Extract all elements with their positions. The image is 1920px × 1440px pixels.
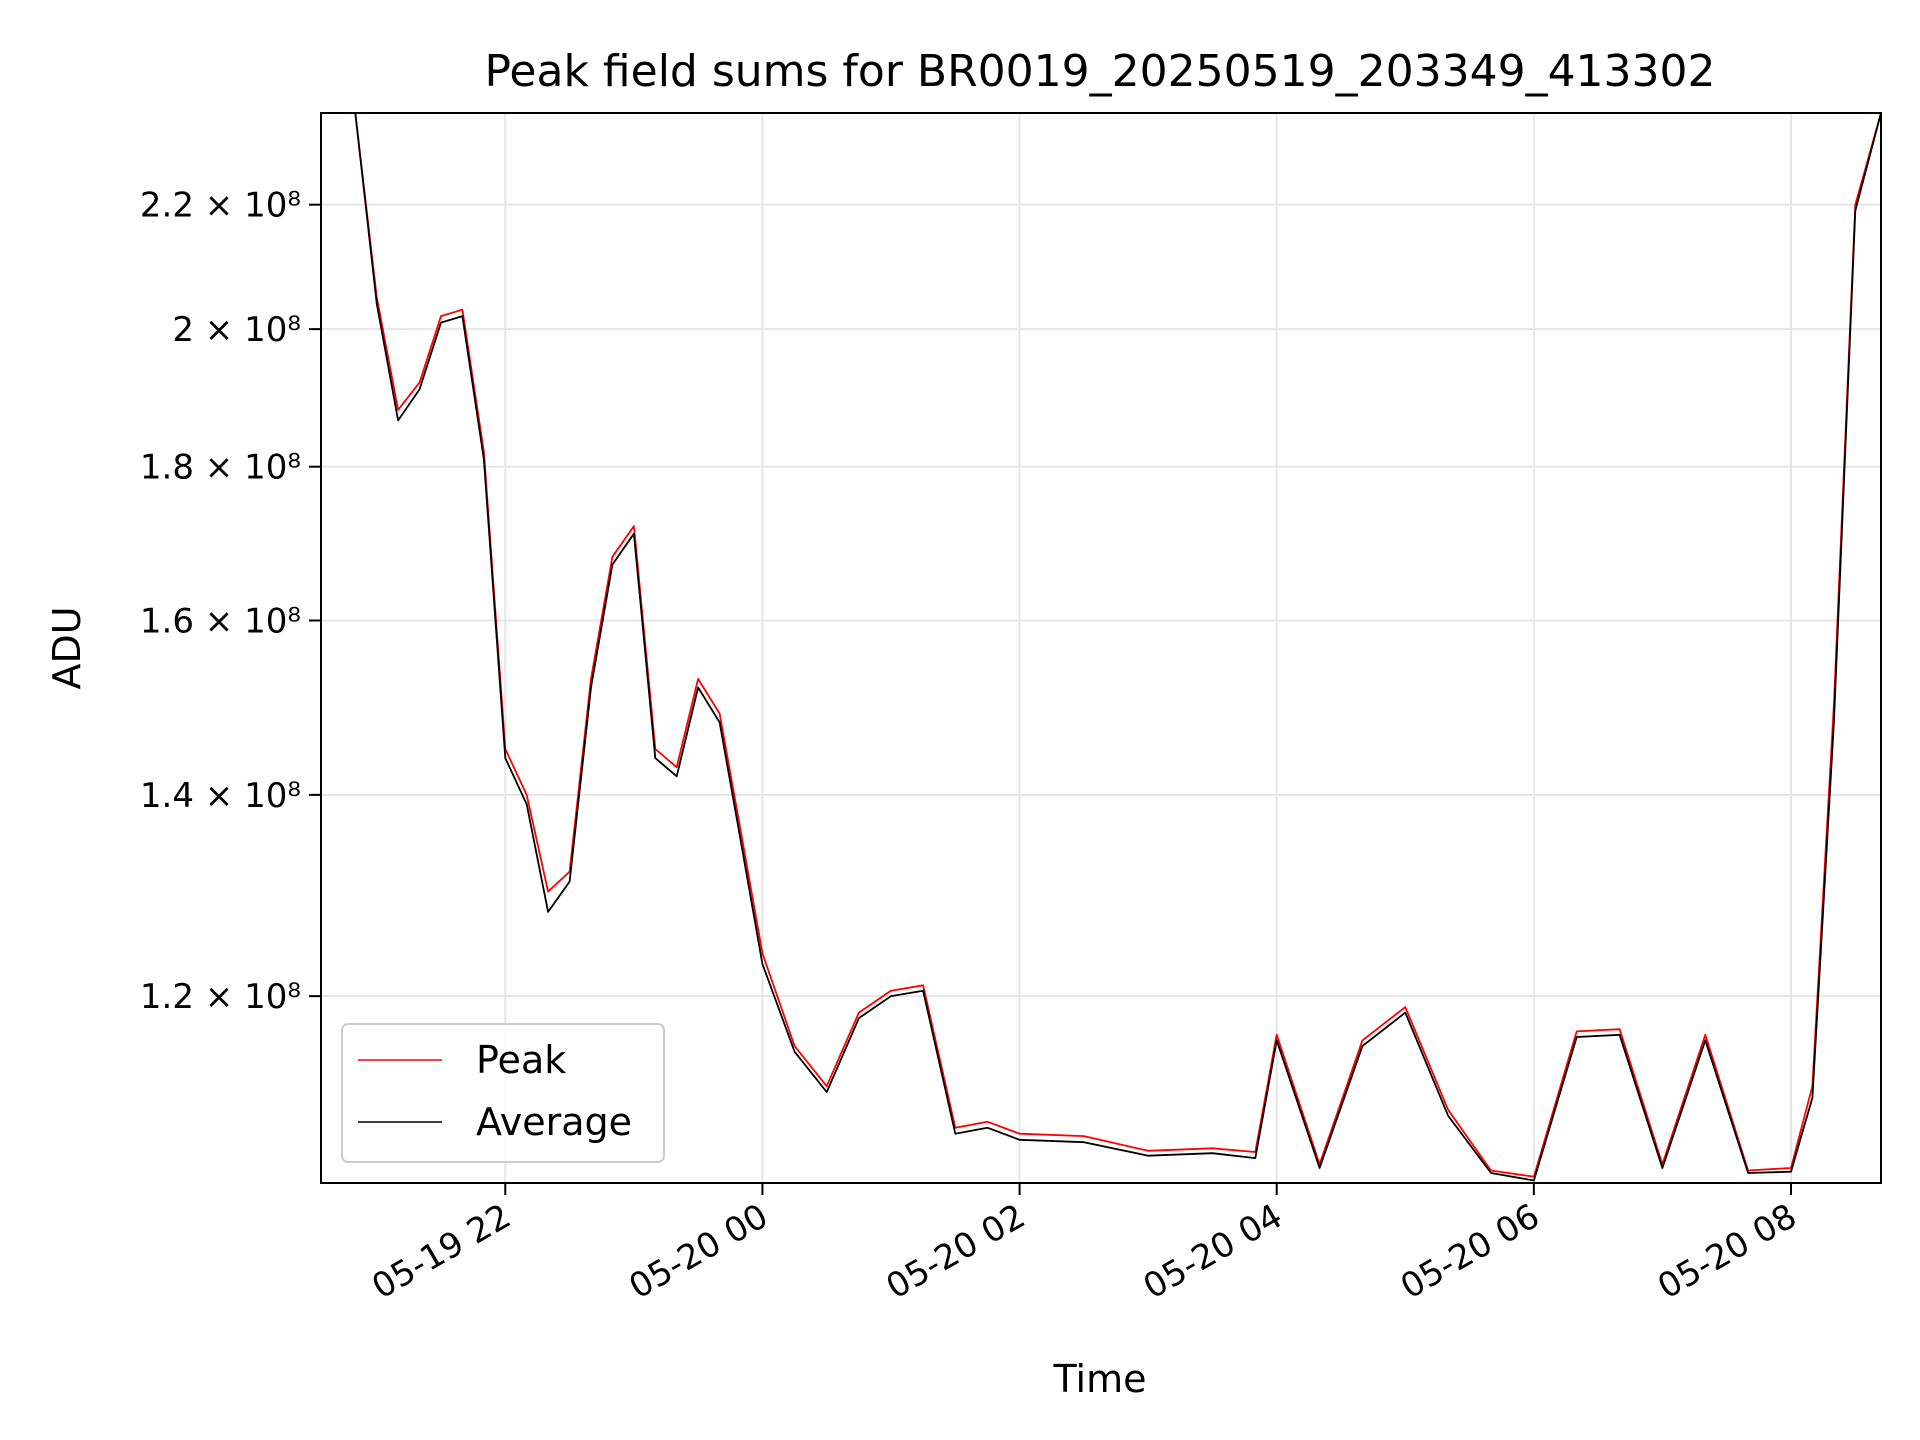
y-axis-ticks: 1.2 × 10⁸ 1.4 × 10⁸ 1.6 × 10⁸ 1.8 × 10⁸ 2 × …	[140, 186, 321, 1017]
y-tick-label: 2.2 × 10⁸	[140, 186, 301, 226]
y-gridlines	[321, 203, 1881, 998]
legend-label-peak: Peak	[476, 1038, 566, 1082]
plot-area	[321, 113, 1881, 1183]
chart-title: Peak field sums for BR0019_20250519_2033…	[484, 46, 1715, 97]
series-layer	[321, 112, 1882, 1182]
series-line-peak	[321, 112, 1882, 1178]
y-axis-label: ADU	[45, 606, 89, 689]
x-gridlines	[504, 113, 1792, 1183]
legend-label-average: Average	[476, 1100, 632, 1144]
y-tick-label: 2 × 10⁸	[172, 310, 301, 350]
x-axis-label: Time	[1053, 1357, 1147, 1401]
legend-box	[341, 1023, 665, 1163]
series-line-average	[321, 112, 1882, 1182]
axes-frame	[320, 112, 1882, 1184]
legend: Peak Average	[341, 1023, 665, 1163]
y-tick-label: 1.2 × 10⁸	[140, 977, 301, 1017]
y-tick-label: 1.6 × 10⁸	[140, 601, 301, 641]
y-tick-label: 1.4 × 10⁸	[140, 776, 301, 816]
y-tick-label: 1.8 × 10⁸	[140, 448, 301, 488]
